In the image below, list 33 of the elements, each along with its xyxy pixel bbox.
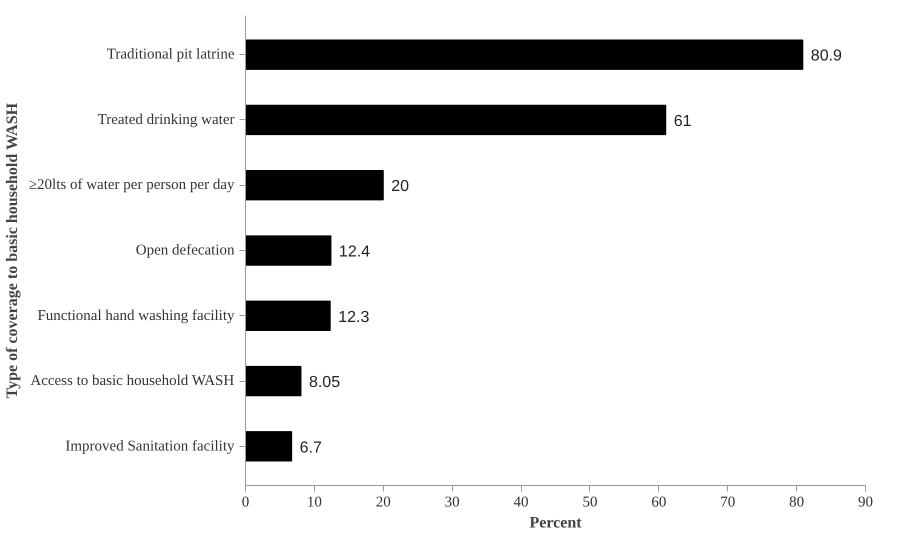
data-label: 12.3 (338, 308, 370, 326)
y-tick-label: Treated drinking water (98, 112, 235, 128)
x-tick-label: 80 (789, 494, 804, 510)
bar (246, 170, 384, 200)
y-tick-label: Functional hand washing facility (37, 308, 235, 324)
bar (246, 104, 666, 136)
bar (246, 39, 804, 70)
x-tick-label: 90 (858, 494, 873, 510)
y-tick-label: ≥20lts of water per person per day (28, 177, 235, 194)
x-tick-label: 10 (306, 494, 322, 510)
y-tick-label: Traditional pit latrine (106, 46, 235, 63)
x-tick-label: 50 (582, 494, 598, 510)
data-label: 20 (391, 178, 410, 196)
y-axis-title: Type of coverage to basic household WASH (4, 102, 21, 398)
data-label: 8.05 (308, 374, 340, 392)
data-label: 80.9 (810, 48, 842, 65)
bar (246, 235, 332, 266)
x-tick-label: 30 (444, 494, 460, 510)
data-label: 6.7 (300, 439, 322, 456)
y-tick-label: Open defecation (136, 242, 235, 258)
x-tick-label: 60 (651, 494, 666, 510)
x-tick-label: 0 (242, 494, 250, 510)
data-label: 61 (674, 112, 692, 130)
y-tick-label: Improved Sanitation facility (65, 438, 235, 454)
x-tick-label: 40 (514, 494, 529, 510)
x-tick-label: 70 (720, 494, 736, 510)
bar (246, 366, 302, 396)
x-tick-label: 20 (376, 494, 391, 510)
bar (246, 300, 331, 331)
bar (246, 431, 292, 462)
data-label: 12.4 (338, 244, 370, 260)
x-axis-title: Percent (529, 514, 582, 532)
y-tick-label: Access to basic household WASH (30, 373, 234, 390)
